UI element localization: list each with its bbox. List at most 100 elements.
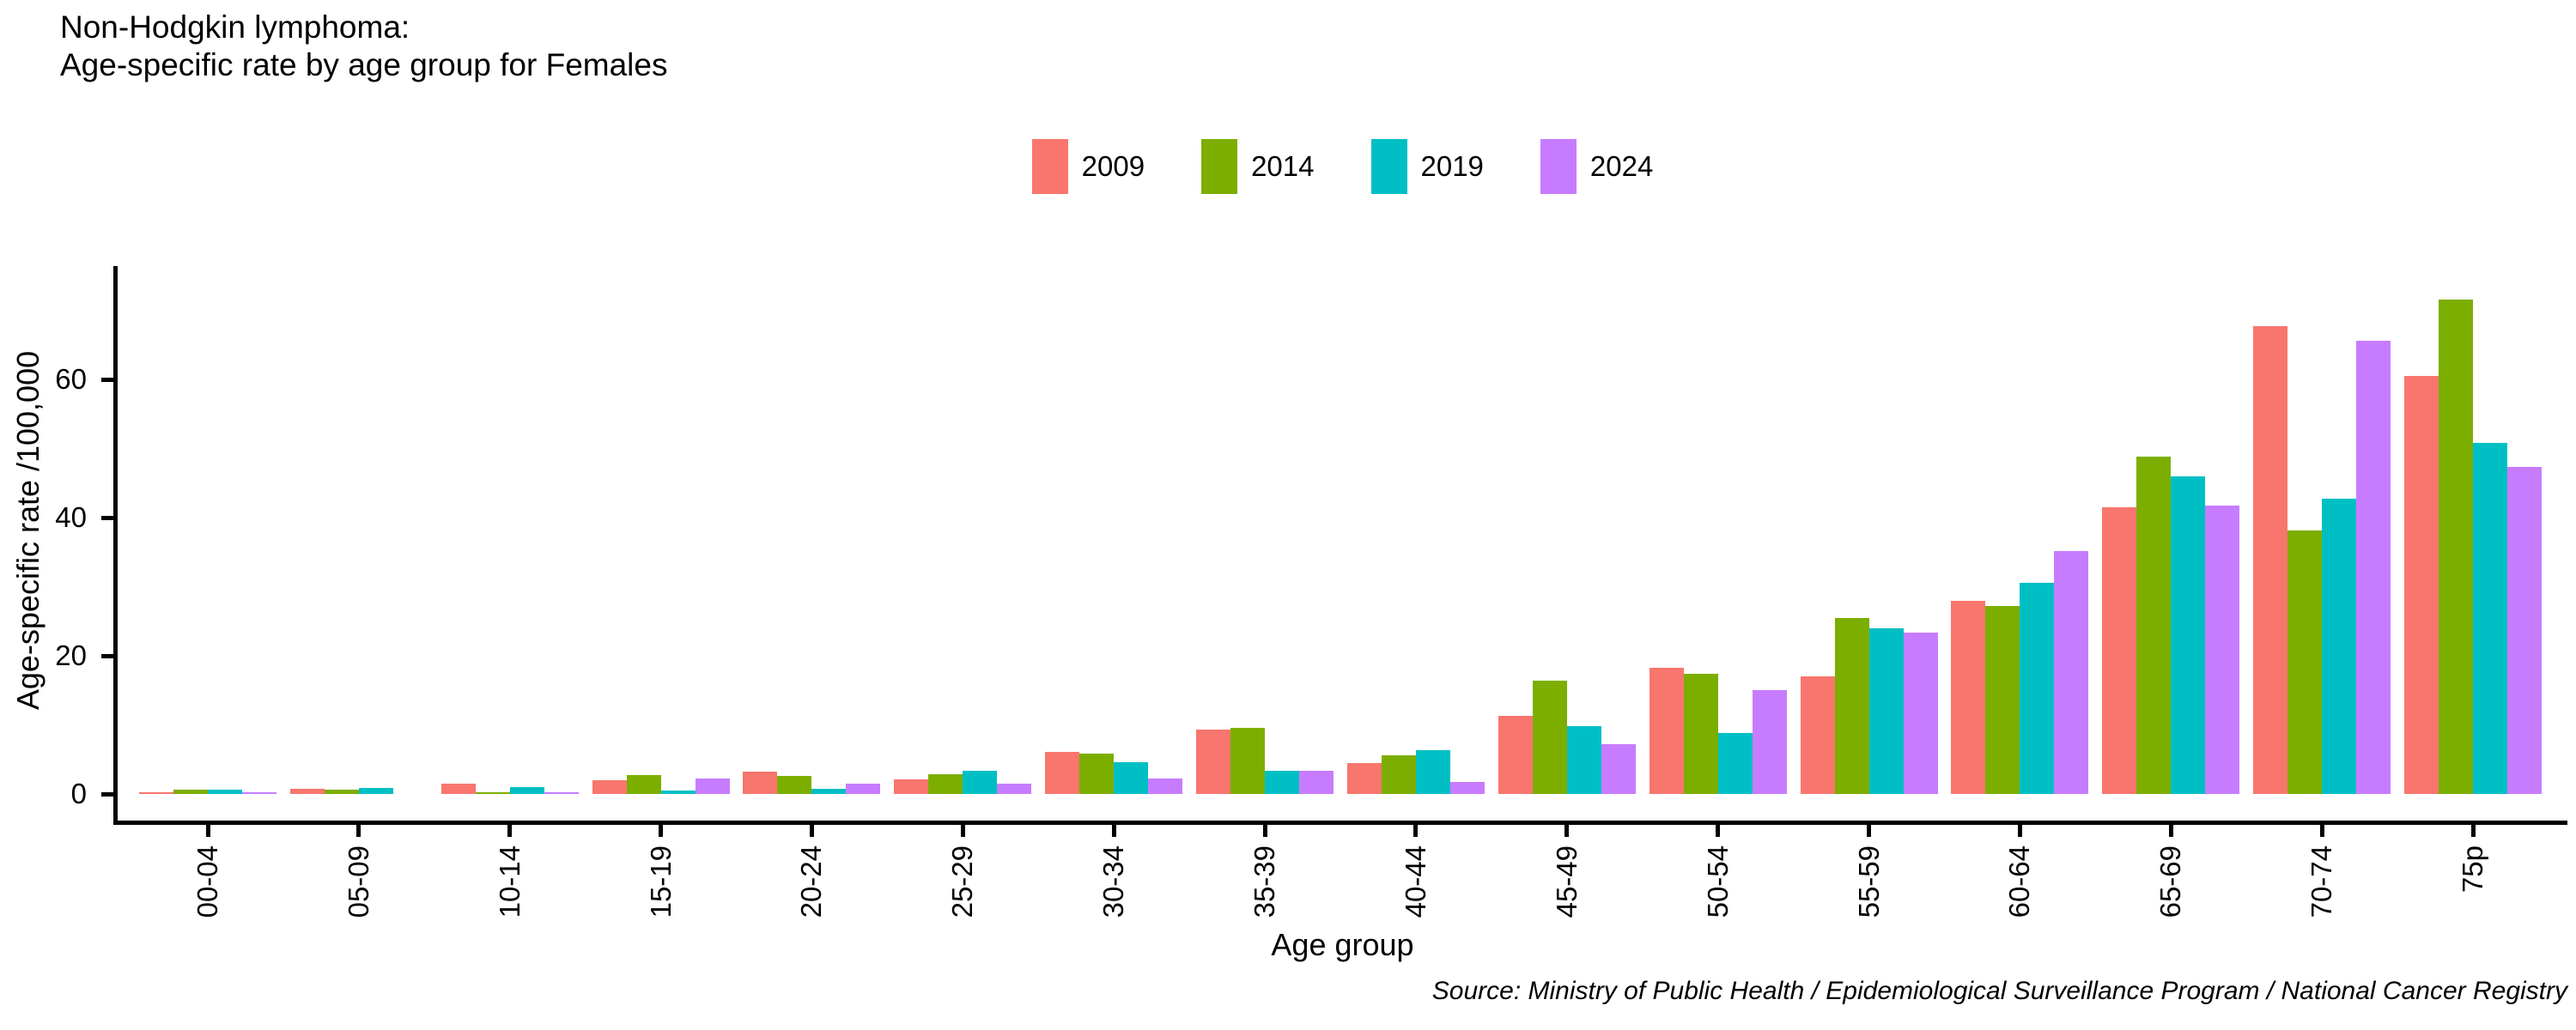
y-tick-label: 40 [55,501,87,533]
bar-35-39-2024 [1299,770,1334,794]
bar-65-69-2014 [2136,457,2172,794]
y-tick-mark [101,377,113,382]
y-tick-mark [101,791,113,797]
bar-group-35-39 [1196,266,1334,794]
legend-item-2024: 2024 [1540,139,1653,194]
legend: 2009 2014 2019 2024 [118,139,2567,194]
bar-30-34-2014 [1079,754,1115,794]
bar-group-65-69 [2102,266,2240,794]
x-tick-mark [1564,825,1570,837]
x-tick-label: 60-64 [2003,845,2036,918]
bar-25-29-2009 [894,779,929,794]
x-tick-label: 10-14 [493,845,526,918]
y-tick-label: 60 [55,363,87,395]
x-tick-label: 50-54 [1701,845,1734,918]
x-tick-label: 40-44 [1399,845,1431,918]
y-tick-mark [101,515,113,520]
legend-item-2014: 2014 [1201,139,1315,194]
legend-key-2014 [1201,139,1238,194]
x-tick-mark [1262,825,1267,837]
bar-05-09-2009 [289,788,325,794]
x-tick-mark [356,825,361,837]
legend-item-2019: 2019 [1370,139,1484,194]
x-tick-mark [960,825,965,837]
bar-45-49-2009 [1498,716,1533,794]
bar-65-69-2024 [2205,505,2240,794]
x-tick-label: 55-59 [1852,845,1885,918]
bar-70-74-2014 [2287,530,2323,794]
bar-15-19-2019 [660,791,696,794]
bar-00-04-2014 [173,790,208,794]
bar-20-24-2019 [811,789,847,794]
y-axis-title: Age-specific rate /100,000 [10,350,46,711]
legend-key-2009 [1031,139,1068,194]
y-tick-mark [101,653,113,658]
bar-75p-2014 [2439,299,2473,794]
bar-65-69-2009 [2102,506,2137,794]
bar-60-64-2019 [2020,582,2055,794]
bar-group-70-74 [2253,266,2391,794]
bar-group-30-34 [1045,266,1183,794]
x-axis-line [113,821,2567,825]
bar-group-60-64 [1951,266,2089,794]
y-tick-label: 20 [55,639,87,671]
y-tick-label: 0 [70,778,87,809]
bar-10-14-2014 [475,792,510,794]
bar-40-44-2019 [1415,750,1450,794]
bar-20-24-2024 [846,783,881,794]
bar-45-49-2019 [1566,726,1601,794]
x-tick-label: 35-39 [1249,845,1281,918]
bar-70-74-2024 [2356,340,2391,794]
bar-15-19-2009 [592,779,627,794]
legend-label: 2014 [1251,150,1315,182]
x-tick-mark [1111,825,1116,837]
bar-65-69-2019 [2171,476,2206,794]
legend-label: 2024 [1589,150,1654,182]
bar-15-19-2024 [695,779,730,794]
plot-panel: 0 20 40 60 00-04 05-09 10-14 15-19 20-24 25-29 30-… [55,266,2567,918]
bar-group-00-04 [139,266,276,794]
bar-75p-2019 [2473,443,2507,794]
bar-75p-2009 [2404,376,2439,794]
bar-25-29-2014 [928,773,963,794]
x-tick-mark [659,825,664,837]
bar-10-14-2009 [440,783,476,794]
bar-50-54-2014 [1683,673,1718,794]
bar-25-29-2024 [997,783,1032,794]
bar-45-49-2024 [1601,744,1636,794]
bar-55-59-2019 [1868,627,1904,794]
legend-label: 2009 [1081,150,1145,182]
x-tick-mark [2470,825,2476,837]
bar-35-39-2019 [1265,771,1300,794]
legend-item-2009: 2009 [1031,139,1145,194]
bar-40-44-2009 [1346,762,1382,794]
bar-05-09-2019 [358,787,393,794]
bar-group-25-29 [894,266,1032,794]
chart-title-line2: Age-specific rate by age group for Femal… [60,47,668,82]
bar-group-15-19 [592,266,730,794]
x-tick-mark [1413,825,1419,837]
bar-50-54-2009 [1649,667,1684,794]
x-tick-mark [1716,825,1721,837]
bar-45-49-2014 [1532,681,1567,794]
bar-00-04-2009 [139,791,173,794]
bar-30-34-2019 [1114,762,1149,794]
bar-group-75p [2404,266,2542,794]
x-tick-mark [205,825,210,837]
x-tick-label: 30-34 [1097,845,1130,918]
bar-05-09-2014 [324,790,359,794]
x-tick-mark [2168,825,2173,837]
bar-20-24-2009 [743,772,778,794]
bar-30-34-2009 [1045,751,1080,794]
bar-group-50-54 [1649,266,1787,794]
x-tick-mark [2017,825,2022,837]
x-axis-title: Age group [1271,927,1414,962]
bar-20-24-2014 [777,776,812,794]
bar-group-40-44 [1346,266,1485,794]
bar-50-54-2024 [1752,690,1787,794]
bar-group-05-09 [289,266,428,794]
x-tick-label: 20-24 [795,845,828,918]
bar-60-64-2024 [2054,550,2089,794]
x-tick-label: 15-19 [644,845,677,918]
bar-group-20-24 [743,266,881,794]
